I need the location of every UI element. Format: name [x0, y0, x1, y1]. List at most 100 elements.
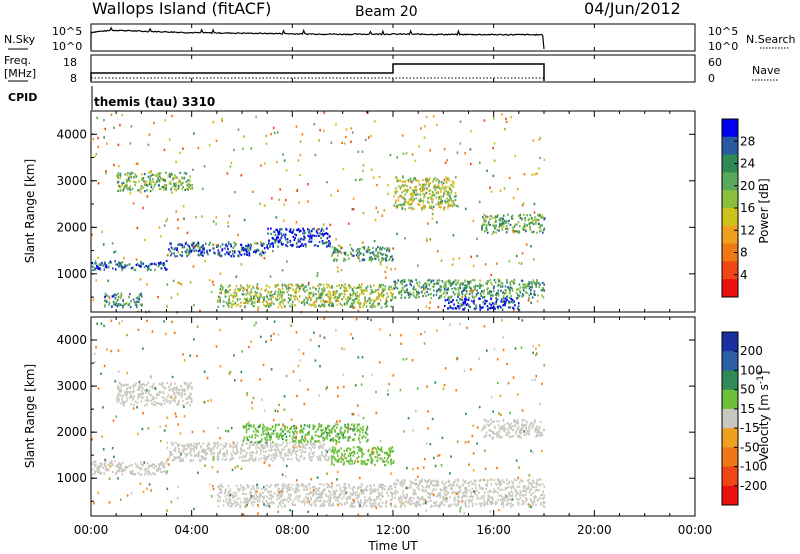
scatter-cell [356, 494, 359, 497]
scatter-cell [439, 488, 442, 491]
scatter-cell [472, 504, 474, 508]
scatter-cell [329, 242, 332, 245]
scatter-cell [322, 489, 325, 492]
scatter-cell [240, 484, 242, 487]
scatter-cell [140, 463, 143, 466]
scatter-cell [254, 497, 256, 500]
scatter-cell [212, 120, 215, 124]
scatter-cell [215, 244, 218, 247]
scatter-cell [224, 454, 227, 457]
scatter-cell [390, 268, 392, 271]
scatter-cell [319, 305, 322, 308]
scatter-cell [431, 217, 434, 220]
scatter-cell [364, 289, 367, 292]
scatter-cell [319, 492, 322, 495]
scatter-cell [344, 251, 347, 254]
scatter-cell [258, 298, 261, 301]
scatter-cell [377, 251, 379, 254]
scatter-cell [120, 264, 122, 267]
scatter-cell [380, 505, 383, 508]
scatter-cell [457, 501, 459, 504]
scatter-cell [186, 231, 189, 235]
scatter-cell [171, 453, 174, 456]
scatter-cell [180, 283, 182, 286]
scatter-cell [378, 502, 381, 505]
scatter-cell [351, 304, 354, 307]
scatter-cell [285, 285, 287, 288]
scatter-cell [529, 225, 531, 229]
scatter-cell [177, 243, 180, 246]
scatter-cell [341, 141, 343, 145]
scatter-cell [282, 153, 284, 156]
scatter-cell [119, 382, 122, 385]
scatter-cell [437, 184, 440, 187]
scatter-cell [543, 283, 546, 286]
scatter-cell [508, 288, 511, 291]
scatter-cell [173, 458, 176, 461]
scatter-cell [311, 443, 314, 446]
scatter-cell [400, 496, 402, 499]
scatter-cell [334, 447, 337, 450]
scatter-cell [414, 177, 417, 180]
scatter-cell [530, 488, 533, 491]
scatter-cell [328, 504, 331, 507]
scatter-cell [474, 484, 477, 487]
scatter-cell [234, 444, 237, 447]
power-colorbar-tick-label: 24 [740, 157, 755, 171]
scatter-cell [331, 254, 333, 257]
scatter-cell [152, 180, 155, 183]
scatter-cell [184, 452, 187, 455]
scatter-cell [250, 295, 252, 298]
scatter-cell [176, 385, 178, 389]
scatter-cell [283, 159, 286, 162]
scatter-cell [228, 305, 230, 308]
scatter-cell [519, 286, 522, 289]
scatter-cell [364, 496, 366, 499]
scatter-cell [263, 454, 266, 457]
scatter-cell [396, 156, 399, 159]
scatter-cell [244, 301, 247, 304]
scatter-cell [331, 484, 333, 488]
scatter-cell [509, 281, 512, 284]
scatter-cell [436, 495, 438, 498]
scatter-cell [471, 502, 474, 505]
scatter-cell [361, 305, 364, 309]
scatter-cell [385, 302, 387, 305]
scatter-cell [273, 448, 276, 451]
scatter-cell [391, 446, 394, 449]
scatter-cell [358, 254, 360, 257]
scatter-cell [413, 285, 415, 288]
scatter-cell [539, 230, 541, 233]
scatter-cell [197, 246, 200, 249]
scatter-cell [313, 446, 316, 450]
scatter-cell [417, 203, 419, 206]
scatter-cell [114, 260, 117, 263]
scatter-cell [309, 442, 312, 445]
scatter-cell [458, 257, 461, 260]
scatter-cell [147, 466, 150, 470]
scatter-cell [494, 503, 497, 506]
scatter-cell [517, 503, 520, 506]
scatter-cell [409, 498, 411, 501]
scatter-cell [263, 257, 266, 260]
scatter-cell [389, 153, 392, 157]
scatter-cell [343, 489, 346, 492]
scatter-cell [175, 160, 177, 163]
scatter-cell [267, 247, 269, 250]
scatter-cell [396, 178, 399, 181]
scatter-cell [151, 384, 154, 387]
scatter-cell [418, 203, 421, 207]
scatter-cell [169, 384, 172, 387]
scatter-cell [260, 445, 263, 448]
scatter-cell [335, 499, 337, 502]
scatter-cell [357, 455, 360, 458]
scatter-cell [407, 291, 409, 295]
scatter-cell [142, 464, 144, 467]
scatter-cell [530, 221, 533, 224]
scatter-cell [376, 460, 379, 463]
scatter-cell [434, 186, 437, 189]
scatter-cell [502, 300, 504, 304]
scatter-cell [270, 494, 273, 497]
scatter-cell [115, 301, 118, 304]
scatter-cell [532, 503, 534, 507]
